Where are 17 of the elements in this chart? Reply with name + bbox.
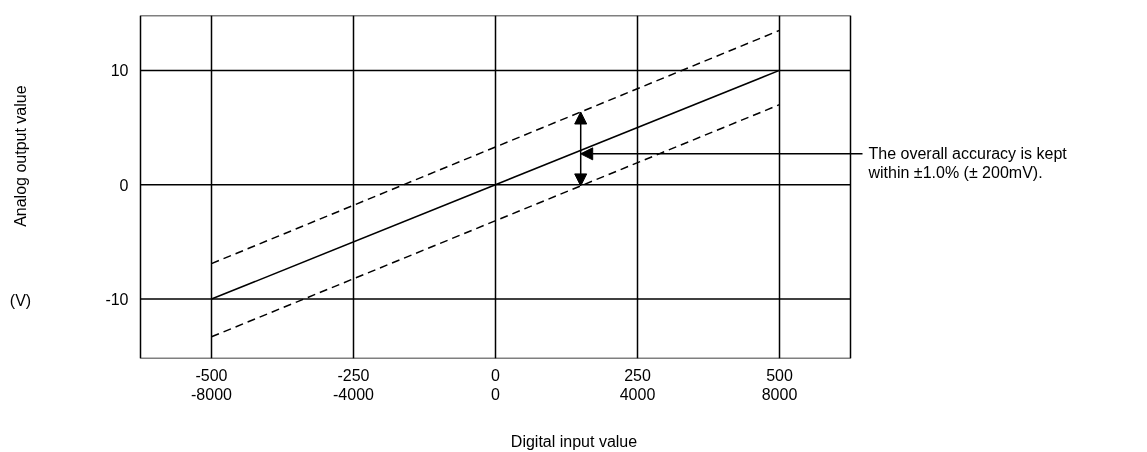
x2-tick-label: -8000 bbox=[191, 385, 233, 403]
x2-tick-label: -4000 bbox=[333, 385, 375, 403]
x-tick-label: 250 bbox=[624, 366, 651, 384]
annotation: The overall accuracy is kept within ±1.0% (± 200mV). bbox=[867, 144, 1068, 181]
x2-tick-label: 4000 bbox=[619, 385, 656, 403]
x-tick-label: -500 bbox=[195, 366, 228, 384]
x-axis-title: Digital input value bbox=[510, 432, 638, 450]
x2-tick-label: 0 bbox=[491, 385, 501, 403]
y-tick-label: 10 bbox=[110, 62, 129, 80]
text: (V) bbox=[9, 291, 32, 309]
y-axis-title: Analog output value bbox=[12, 85, 29, 227]
y-tick-label: 0 bbox=[119, 176, 129, 194]
x-tick-label: 0 bbox=[491, 366, 501, 384]
x-tick-label: -250 bbox=[337, 366, 370, 384]
y-tick-label: -10 bbox=[105, 291, 129, 309]
x2-tick-label: 8000 bbox=[761, 385, 798, 403]
x-tick-label: 500 bbox=[766, 366, 793, 384]
